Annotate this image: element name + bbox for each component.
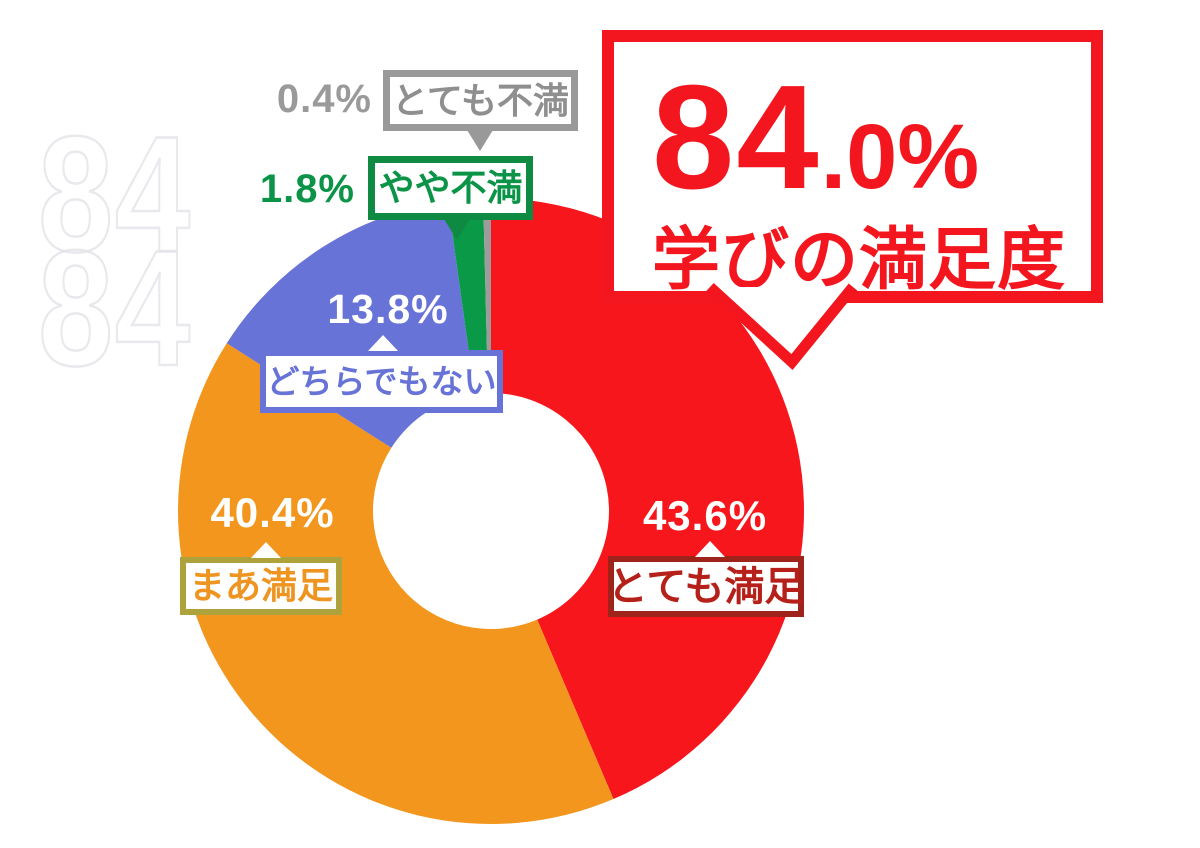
headline-callout: 84 .0% 学びの満足度 (602, 30, 1103, 303)
label-very-satisfied: とても満足 (607, 564, 805, 609)
bubble-tail-up-icon (695, 541, 725, 557)
bubble-tail-down-icon (444, 219, 470, 240)
headline-number: 84 (652, 55, 821, 220)
donut-segment-very-dissatisfied (483, 198, 491, 394)
headline-title: 学びの満足度 (652, 222, 1067, 298)
pct-somewhat-dissatisfied: 1.8% (259, 167, 355, 211)
pct-somewhat-satisfied: 40.4% (210, 489, 335, 536)
bubble-tail-down-icon (467, 130, 493, 151)
donut-segment-somewhat-satisfied (178, 343, 614, 824)
donut-segment-somewhat-dissatisfied (447, 198, 489, 395)
donut-segment-very-satisfied (491, 198, 804, 800)
callout-tail-icon (706, 282, 858, 370)
bubble-tail-up-icon (368, 335, 398, 351)
pct-very-dissatisfied: 0.4% (276, 77, 372, 121)
label-bubble-somewhat-dissatisfied: やや不満 (368, 156, 533, 240)
label-bubble-very-dissatisfied: とても不満 (383, 70, 578, 151)
label-somewhat-dissatisfied: やや不満 (378, 167, 523, 208)
headline-suffix: .0% (820, 106, 980, 208)
label-bubble-neutral: どちらでもない (260, 335, 503, 413)
headline-value: 84 .0% (652, 64, 1091, 212)
pct-very-satisfied: 43.6% (642, 492, 768, 539)
label-somewhat-satisfied: まあ満足 (188, 565, 333, 606)
label-neutral: どちらでもない (266, 363, 497, 400)
label-bubble-somewhat-satisfied: まあ満足 (180, 542, 342, 615)
label-very-dissatisfied: とても不満 (391, 79, 570, 121)
label-bubble-very-satisfied: とても満足 (607, 541, 805, 617)
pct-neutral: 13.8% (327, 286, 449, 332)
bubble-tail-up-icon (251, 542, 281, 558)
